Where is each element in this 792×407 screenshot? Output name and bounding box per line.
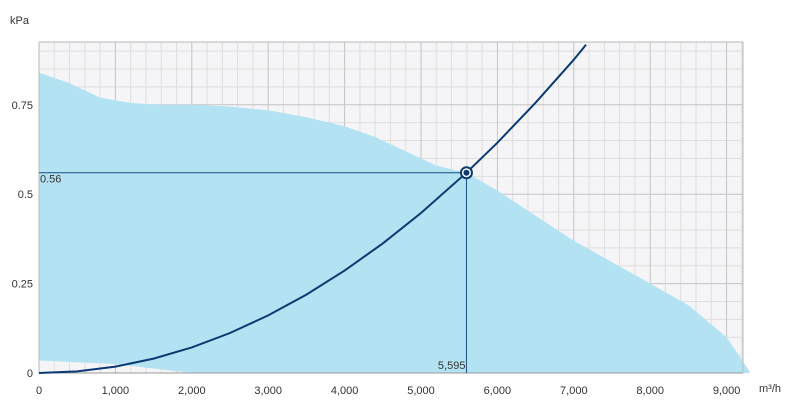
x-tick-label: 5,000 <box>407 385 435 397</box>
operating-area <box>39 72 750 373</box>
x-tick-label: 4,000 <box>331 385 359 397</box>
x-axis-unit-label: m³/h <box>759 383 781 395</box>
x-tick-label: 2,000 <box>178 385 206 397</box>
x-tick-label: 7,000 <box>560 385 588 397</box>
y-axis-tick-labels: 0 0.25 0.5 0.75 <box>12 100 33 380</box>
operating-flow-label: 5,595 <box>438 360 466 372</box>
x-axis-tick-labels: 0 1,000 2,000 3,000 4,000 5,000 6,000 7,000 8,00… <box>36 385 740 397</box>
x-tick-label: 0 <box>36 385 42 397</box>
y-tick-label: 0.75 <box>12 100 33 112</box>
x-tick-label: 6,000 <box>484 385 512 397</box>
x-tick-label: 1,000 <box>102 385 130 397</box>
x-tick-label: 3,000 <box>254 385 282 397</box>
plot-border <box>38 41 744 374</box>
y-tick-label: 0.25 <box>12 279 33 291</box>
system-curve-line <box>38 44 587 374</box>
y-axis-unit-label: kPa <box>10 15 30 27</box>
x-tick-label: 8,000 <box>636 385 664 397</box>
operating-point-marker[interactable] <box>459 166 473 180</box>
y-tick-label: 0.5 <box>18 189 33 201</box>
operating-point-dot <box>463 169 470 176</box>
x-tick-label: 9,000 <box>713 385 741 397</box>
y-tick-label: 0 <box>27 368 33 380</box>
operating-pressure-label: 0.56 <box>40 174 61 186</box>
